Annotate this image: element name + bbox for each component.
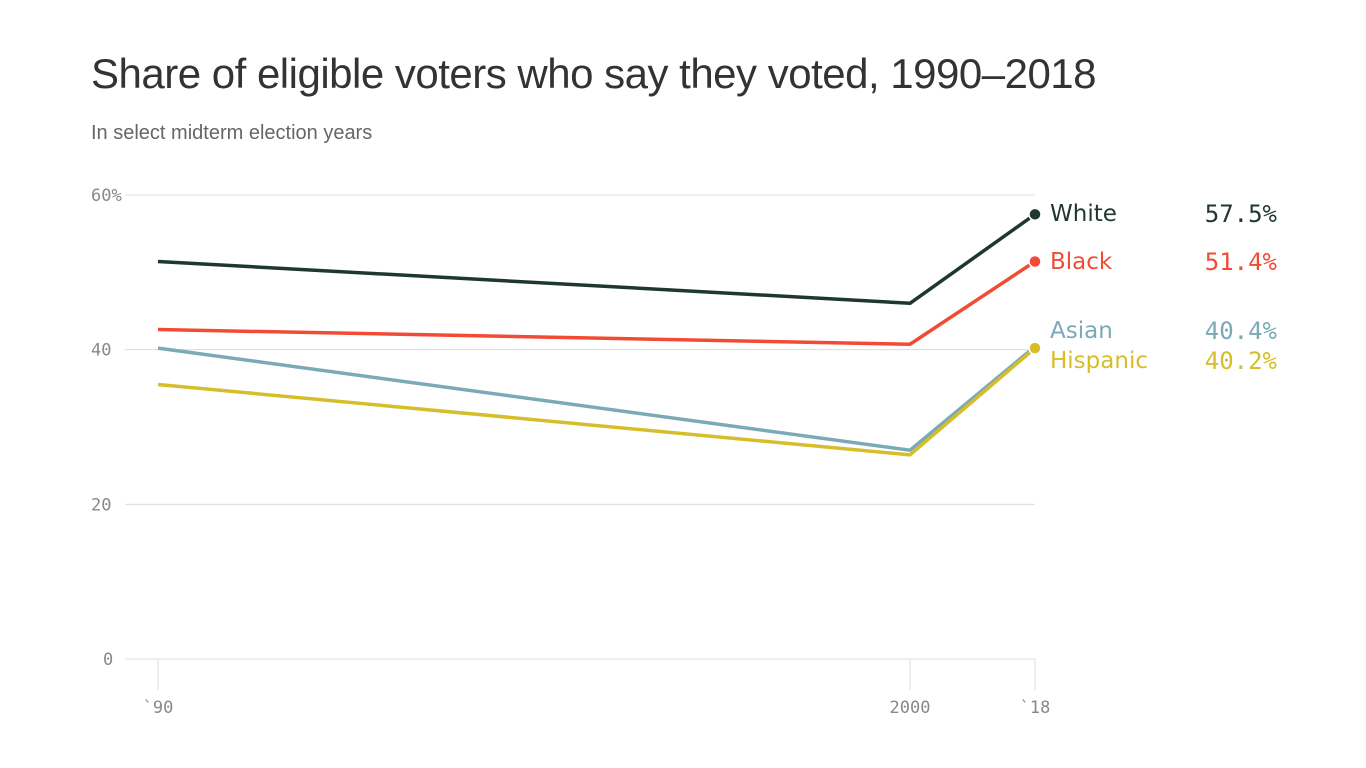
end-point-white — [1028, 207, 1042, 222]
end-point-hispanic — [1028, 341, 1042, 355]
series-line-white — [157, 212, 1037, 306]
chart-subtitle: In select midterm election years — [91, 122, 373, 144]
chart-title: Share of eligible voters who say they vo… — [91, 50, 1097, 97]
series-label-asian: Asian — [1050, 318, 1113, 344]
y-tick-label: 60% — [91, 186, 122, 206]
x-tick-label: 2000 — [890, 698, 931, 718]
series-label-black: Black — [1050, 249, 1113, 275]
end-point-black — [1028, 254, 1042, 269]
series-label-hispanic: Hispanic — [1050, 348, 1148, 374]
y-tick-label: 20 — [91, 495, 111, 515]
x-tick-label: `18 — [1020, 698, 1051, 718]
series-line-black — [157, 260, 1036, 347]
x-tick-label: `90 — [143, 698, 174, 718]
series-value-black: 51.4% — [1205, 248, 1278, 276]
y-tick-label: 0 — [103, 650, 113, 670]
series-line-asian — [157, 345, 1037, 452]
y-tick-label: 40 — [91, 341, 111, 361]
series-value-white: 57.5% — [1205, 200, 1278, 228]
series-line-hispanic — [157, 346, 1037, 457]
series-label-white: White — [1050, 201, 1117, 227]
series-value-hispanic: 40.2% — [1205, 347, 1278, 375]
series-value-asian: 40.4% — [1205, 317, 1278, 345]
